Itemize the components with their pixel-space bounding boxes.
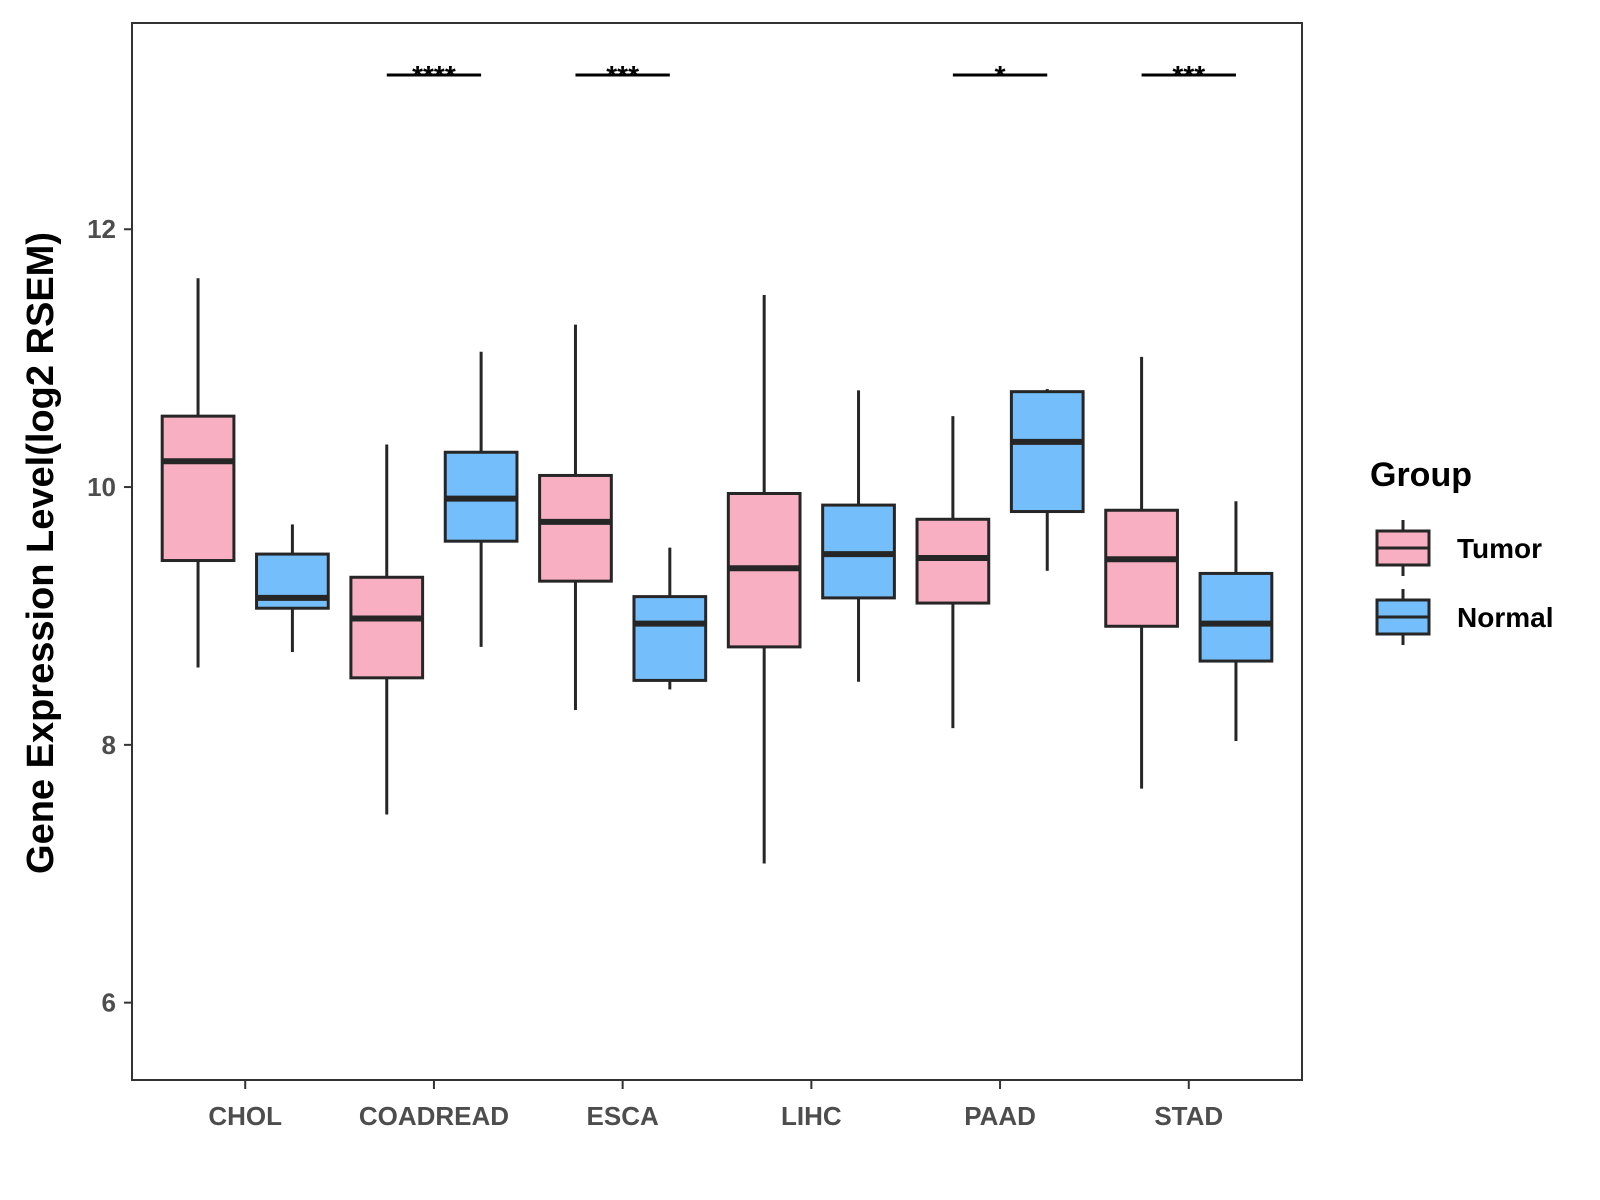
significance-annotations: **** *** * ***: [386, 60, 1236, 91]
box-body: [1198, 571, 1274, 663]
box-body: [349, 575, 425, 680]
legend-label: Tumor: [1457, 533, 1542, 564]
x-tick-label: LIHC: [781, 1101, 842, 1131]
y-tick-label: 10: [87, 472, 116, 502]
significance-label: ****: [412, 60, 456, 91]
box-tumor-stad: [1104, 356, 1179, 789]
y-tick-label: 8: [102, 730, 116, 760]
box-body: [632, 595, 708, 682]
y-tick-label: 12: [87, 214, 116, 244]
box-body: [538, 473, 613, 583]
legend-label: Normal: [1457, 602, 1553, 633]
box-normal-stad: [1198, 501, 1274, 741]
box-body: [1104, 508, 1179, 628]
significance-label: *: [995, 60, 1006, 91]
legend-item-tumor: Tumor: [1375, 520, 1542, 576]
box-tumor-esca: [538, 324, 613, 711]
legend-title: Group: [1370, 456, 1472, 494]
x-tick-label: COADREAD: [359, 1101, 509, 1131]
y-tick-label: 6: [102, 988, 116, 1018]
box-normal-esca: [632, 547, 708, 690]
x-tick-label: STAD: [1154, 1101, 1223, 1131]
box-tumor-lihc: [726, 294, 802, 864]
plot-area: [160, 278, 1274, 864]
box-body: [1009, 390, 1085, 514]
x-tick-label: CHOL: [208, 1101, 282, 1131]
box-normal-coadread: [443, 351, 519, 647]
box-body: [915, 517, 991, 605]
significance-label: ***: [606, 60, 639, 91]
box-normal-chol: [255, 524, 330, 653]
panel-border: [131, 22, 1303, 1081]
x-axis: CHOL COADREAD ESCA LIHC PAAD STAD: [208, 1080, 1223, 1131]
significance-label: ***: [1172, 60, 1205, 91]
legend: Group Tumor Normal: [1370, 456, 1553, 645]
box-normal-paad: [1009, 389, 1085, 571]
box-tumor-chol: [160, 278, 236, 668]
box-normal-lihc: [821, 390, 896, 682]
legend-item-normal: Normal: [1375, 589, 1553, 645]
y-axis: 6 8 10 12: [87, 214, 132, 1018]
box-tumor-paad: [915, 416, 991, 729]
x-tick-label: PAAD: [964, 1101, 1036, 1131]
box-body: [160, 414, 236, 563]
y-axis-title: Gene Expression Level(log2 RSEM): [20, 232, 62, 874]
x-tick-label: ESCA: [587, 1101, 659, 1131]
box-tumor-coadread: [349, 444, 425, 815]
